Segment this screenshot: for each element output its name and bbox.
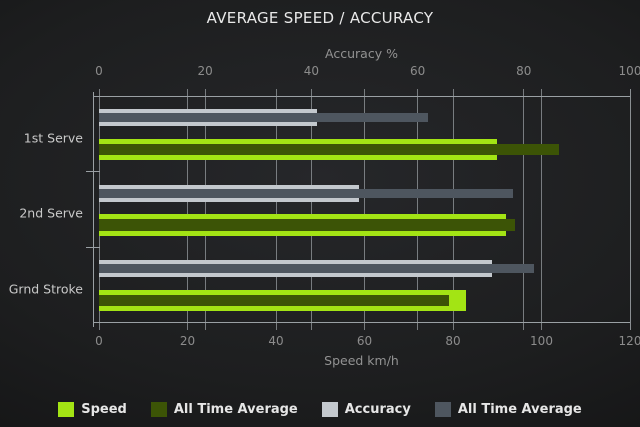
gridline [452,89,454,330]
axis-tick-label: 40 [268,334,284,348]
legend-swatch-accuracy-all-time [434,401,451,417]
legend-label: Accuracy [344,401,411,417]
category-label: 2nd Serve [19,205,83,221]
axis-tick-label: 40 [303,64,320,78]
gridline [364,89,365,330]
gridline [204,89,206,330]
gridline [98,89,100,330]
category-axis: 1st Serve 2nd Serve Grnd Stroke [0,96,84,323]
axis-tick-label: 60 [409,64,426,78]
gridline [310,89,312,330]
gridline [187,89,188,330]
legend-item-accuracy: Accuracy [321,401,411,417]
category-label: Grnd Stroke [8,281,83,297]
legend-swatch-accuracy [321,401,338,417]
bottom-axis-title: Speed km/h [324,353,399,368]
legend-swatch-speed-all-time [150,401,167,417]
category-label: 1st Serve [23,130,83,146]
chart-title: AVERAGE SPEED / ACCURACY [206,9,434,27]
gridline [417,89,419,330]
bar-accuracy-all-time [99,264,535,274]
axis-tick-label: 20 [179,334,196,348]
legend-label: Speed [81,401,127,417]
gridline [541,89,542,330]
top-axis-title: Accuracy % [325,46,398,61]
plot-field [98,89,631,330]
bar-speed-all-time [99,219,515,231]
axis-tick-label: 100 [530,334,553,348]
top-axis-tick-labels: 0 20 40 60 80 100 [95,64,640,79]
gridline [523,89,525,330]
legend-label: All Time Average [173,401,298,417]
bottom-axis-tick-labels: 0 20 40 60 80 100 120 [95,334,640,349]
category-divider-tick [86,171,100,173]
category-divider-tick [86,246,100,248]
bar-speed-all-time [99,294,449,307]
legend-label: All Time Average [457,401,582,417]
axis-tick-label: 20 [197,64,213,78]
gridline [629,89,631,330]
axis-tick-label: 80 [445,334,461,348]
bar-speed-all-time [99,143,560,155]
axis-tick-label: 0 [95,334,103,348]
axis-tick-label: 120 [618,334,640,348]
axis-tick-label: 60 [356,334,373,348]
bar-accuracy-all-time [99,113,429,122]
axis-tick-label: 80 [516,64,532,78]
legend-swatch-speed [58,401,75,417]
axis-tick-label: 100 [618,64,640,78]
legend: Speed All Time Average Accuracy All Time Av… [0,398,640,420]
gridline [275,89,277,330]
legend-item-speed-all-time: All Time Average [150,401,298,417]
plot-area [86,89,631,330]
legend-item-speed: Speed [58,401,127,417]
legend-item-accuracy-all-time: All Time Average [434,401,582,417]
axis-tick-label: 0 [95,64,103,78]
y-axis-line [93,92,94,327]
bar-accuracy-all-time [99,188,514,198]
